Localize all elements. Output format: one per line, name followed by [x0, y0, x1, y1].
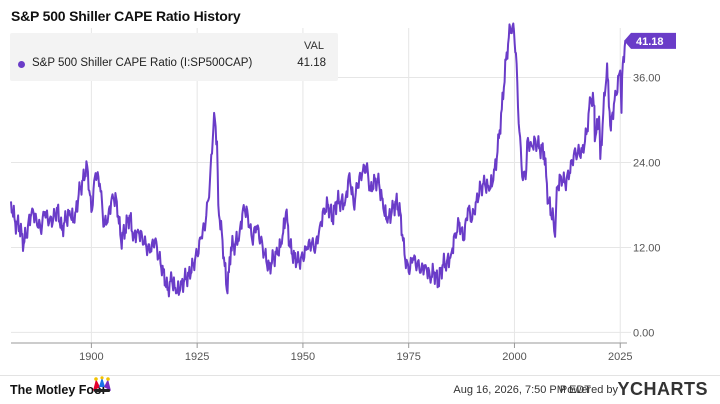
- legend-box: VAL S&P 500 Shiller CAPE Ratio (I:SP500C…: [10, 33, 338, 81]
- legend-series-dot: [18, 61, 25, 68]
- ycharts-logo[interactable]: YCHARTS: [617, 379, 708, 399]
- legend-series-name[interactable]: S&P 500 Shiller CAPE Ratio (I:SP500CAP): [32, 57, 253, 69]
- chart-title: S&P 500 Shiller CAPE Ratio History: [11, 8, 241, 24]
- legend-column-header: VAL: [304, 40, 324, 52]
- y-tick-label: 36.00: [633, 73, 661, 85]
- series-lines: [10, 22, 627, 298]
- y-tick-label: 24.00: [633, 157, 661, 169]
- footer-timestamp: Aug 16, 2026, 7:50 PM EDT: [453, 384, 591, 396]
- axis-ticks: 0.00 12.00 24.00 36.00 1900 1925 1950 1975 2000 2…: [11, 73, 661, 363]
- x-tick-label: 1925: [185, 351, 209, 363]
- last-value-label: 41.18: [636, 36, 664, 48]
- last-value-badge-group: 41.18: [624, 32, 676, 49]
- x-tick-label: 2025: [608, 351, 632, 363]
- x-tick-label: 1900: [79, 351, 103, 363]
- last-value-badge: [624, 32, 676, 49]
- x-tick-label: 2000: [502, 351, 526, 363]
- x-tick-label: 1950: [291, 351, 315, 363]
- powered-by-label: Powered by: [559, 384, 618, 396]
- x-tick-label: 1975: [396, 351, 420, 363]
- footer-divider: [0, 375, 720, 376]
- motley-fool-logo-text: The Motley Fool: [10, 383, 106, 397]
- series-line-cape: [10, 22, 627, 298]
- jester-hat-icon: [93, 376, 111, 392]
- y-tick-label: 0.00: [633, 327, 654, 339]
- legend-series-value: 41.18: [297, 57, 326, 69]
- y-tick-label: 12.00: [633, 242, 661, 254]
